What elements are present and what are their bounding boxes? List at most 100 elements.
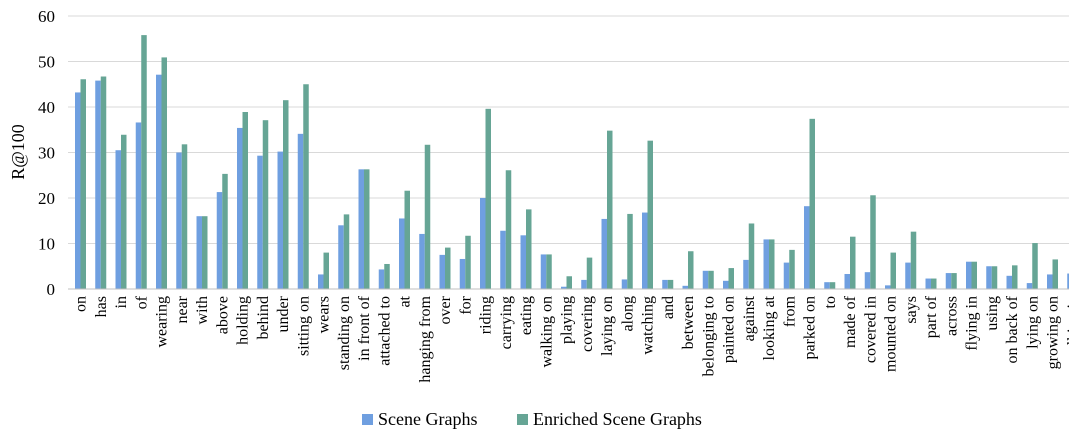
bar-of-enriched-scene-graphs: [141, 35, 147, 289]
x-tick-label-walking-on: walking on: [538, 296, 555, 368]
x-tick-label-of: of: [133, 295, 150, 309]
bar-of-scene-graphs: [135, 122, 142, 289]
bar-looking-at-scene-graphs: [763, 239, 769, 289]
bar-using-enriched-scene-graphs: [991, 266, 998, 289]
bar-with-enriched-scene-graphs: [202, 216, 208, 289]
bar-above-enriched-scene-graphs: [222, 173, 228, 289]
x-tick-label-covered-in: covered in: [862, 296, 879, 363]
bar-walking-in-scene-graphs: [1067, 273, 1069, 289]
x-tick-label-hanging-from: hanging from: [417, 295, 434, 382]
bar-part-of-enriched-scene-graphs: [931, 278, 937, 289]
bar-wears-enriched-scene-graphs: [323, 252, 329, 289]
bar-belonging-to-scene-graphs: [702, 270, 709, 289]
x-tick-label-holding: holding: [235, 296, 252, 345]
bar-near-enriched-scene-graphs: [181, 144, 188, 289]
bar-standing-on-enriched-scene-graphs: [343, 214, 350, 289]
legend-swatch-scene-graphs: [362, 414, 373, 425]
bar-walking-on-scene-graphs: [540, 254, 547, 289]
bar-walking-on-enriched-scene-graphs: [546, 254, 552, 289]
bar-says-scene-graphs: [905, 262, 911, 289]
legend-swatch-enriched-scene-graphs: [517, 414, 528, 425]
x-tick-label-flying-in: flying in: [964, 296, 981, 351]
bar-at-scene-graphs: [399, 218, 405, 289]
x-tick-label-above: above: [214, 296, 231, 334]
x-tick-label-watching: watching: [640, 296, 657, 355]
bar-with-scene-graphs: [196, 216, 202, 289]
x-tick-label-on: on: [73, 296, 90, 312]
bar-behind-scene-graphs: [257, 155, 263, 289]
legend-label-enriched-scene-graphs: Enriched Scene Graphs: [533, 409, 702, 429]
bar-carrying-scene-graphs: [500, 230, 506, 289]
x-tick-label-to: to: [822, 296, 839, 308]
bar-sitting-on-enriched-scene-graphs: [303, 84, 309, 289]
bars: [75, 35, 1069, 290]
bar-mounted-on-scene-graphs: [885, 285, 891, 289]
bar-playing-enriched-scene-graphs: [566, 276, 572, 289]
x-tick-label-between: between: [680, 296, 697, 349]
bar-covering-scene-graphs: [581, 279, 587, 289]
x-tick-label-at: at: [397, 295, 414, 307]
bar-and-enriched-scene-graphs: [667, 279, 674, 289]
bar-for-scene-graphs: [459, 258, 466, 289]
bar-across-scene-graphs: [945, 273, 952, 289]
bar-from-enriched-scene-graphs: [789, 249, 795, 289]
bar-standing-on-scene-graphs: [338, 225, 344, 289]
bar-watching-scene-graphs: [642, 212, 648, 289]
x-tick-label-eating: eating: [518, 296, 535, 335]
bar-says-enriched-scene-graphs: [910, 231, 917, 289]
bar-sitting-on-scene-graphs: [297, 133, 304, 289]
bar-flying-in-scene-graphs: [966, 261, 972, 289]
bar-in-front-of-enriched-scene-graphs: [364, 169, 370, 289]
x-tick-label-from: from: [781, 295, 798, 327]
bar-parked-on-enriched-scene-graphs: [809, 118, 815, 289]
bar-covered-in-enriched-scene-graphs: [870, 195, 876, 289]
bar-over-enriched-scene-graphs: [445, 247, 451, 289]
bar-attached-to-enriched-scene-graphs: [384, 263, 390, 289]
bar-looking-at-enriched-scene-graphs: [769, 239, 775, 289]
y-tick-label-60: 60: [38, 7, 55, 26]
bar-hanging-from-scene-graphs: [419, 233, 425, 289]
x-tick-label-covering: covering: [579, 296, 596, 352]
x-tick-label-wears: wears: [316, 296, 333, 333]
bar-lying-on-scene-graphs: [1026, 283, 1033, 289]
bar-along-enriched-scene-graphs: [627, 213, 633, 289]
bar-carrying-enriched-scene-graphs: [505, 170, 512, 289]
x-tick-label-and: and: [660, 296, 677, 319]
bar-made-of-scene-graphs: [844, 273, 850, 289]
x-tick-label-walking-in: walking in: [1065, 296, 1069, 364]
bar-between-scene-graphs: [682, 285, 688, 289]
x-tick-label-playing: playing: [559, 296, 576, 344]
bar-has-enriched-scene-graphs: [100, 76, 107, 289]
bar-painted-on-enriched-scene-graphs: [728, 268, 734, 289]
bar-near-scene-graphs: [176, 152, 182, 289]
bar-playing-scene-graphs: [561, 286, 567, 289]
bar-riding-scene-graphs: [480, 198, 486, 289]
bar-under-enriched-scene-graphs: [283, 100, 289, 290]
x-tick-label-mounted-on: mounted on: [883, 296, 900, 372]
x-tick-label-using: using: [984, 296, 1001, 331]
bar-mounted-on-enriched-scene-graphs: [890, 252, 896, 289]
bar-made-of-enriched-scene-graphs: [850, 236, 856, 289]
legend: Scene Graphs Enriched Scene Graphs: [362, 409, 702, 429]
bar-flying-in-enriched-scene-graphs: [971, 261, 977, 289]
x-tick-label-part-of: part of: [923, 295, 940, 338]
bar-growing-on-enriched-scene-graphs: [1052, 259, 1058, 289]
x-tick-label-has: has: [93, 296, 110, 317]
bar-parked-on-scene-graphs: [804, 206, 810, 289]
y-tick-label-0: 0: [47, 280, 56, 299]
bar-belonging-to-enriched-scene-graphs: [708, 270, 714, 289]
bar-on-back-of-scene-graphs: [1006, 275, 1012, 289]
x-tick-label-attached-to: attached to: [376, 296, 393, 366]
bar-attached-to-scene-graphs: [378, 269, 385, 289]
x-tick-label-over: over: [437, 295, 454, 324]
bar-between-enriched-scene-graphs: [688, 251, 694, 289]
bar-painted-on-scene-graphs: [723, 280, 729, 289]
bar-hanging-from-enriched-scene-graphs: [424, 144, 431, 289]
x-tick-label-sitting-on: sitting on: [295, 296, 312, 356]
x-tick-label-wearing: wearing: [154, 296, 171, 348]
x-tick-label-parked-on: parked on: [802, 296, 819, 360]
bar-growing-on-scene-graphs: [1047, 274, 1053, 289]
x-tick-label-with: with: [194, 296, 211, 324]
